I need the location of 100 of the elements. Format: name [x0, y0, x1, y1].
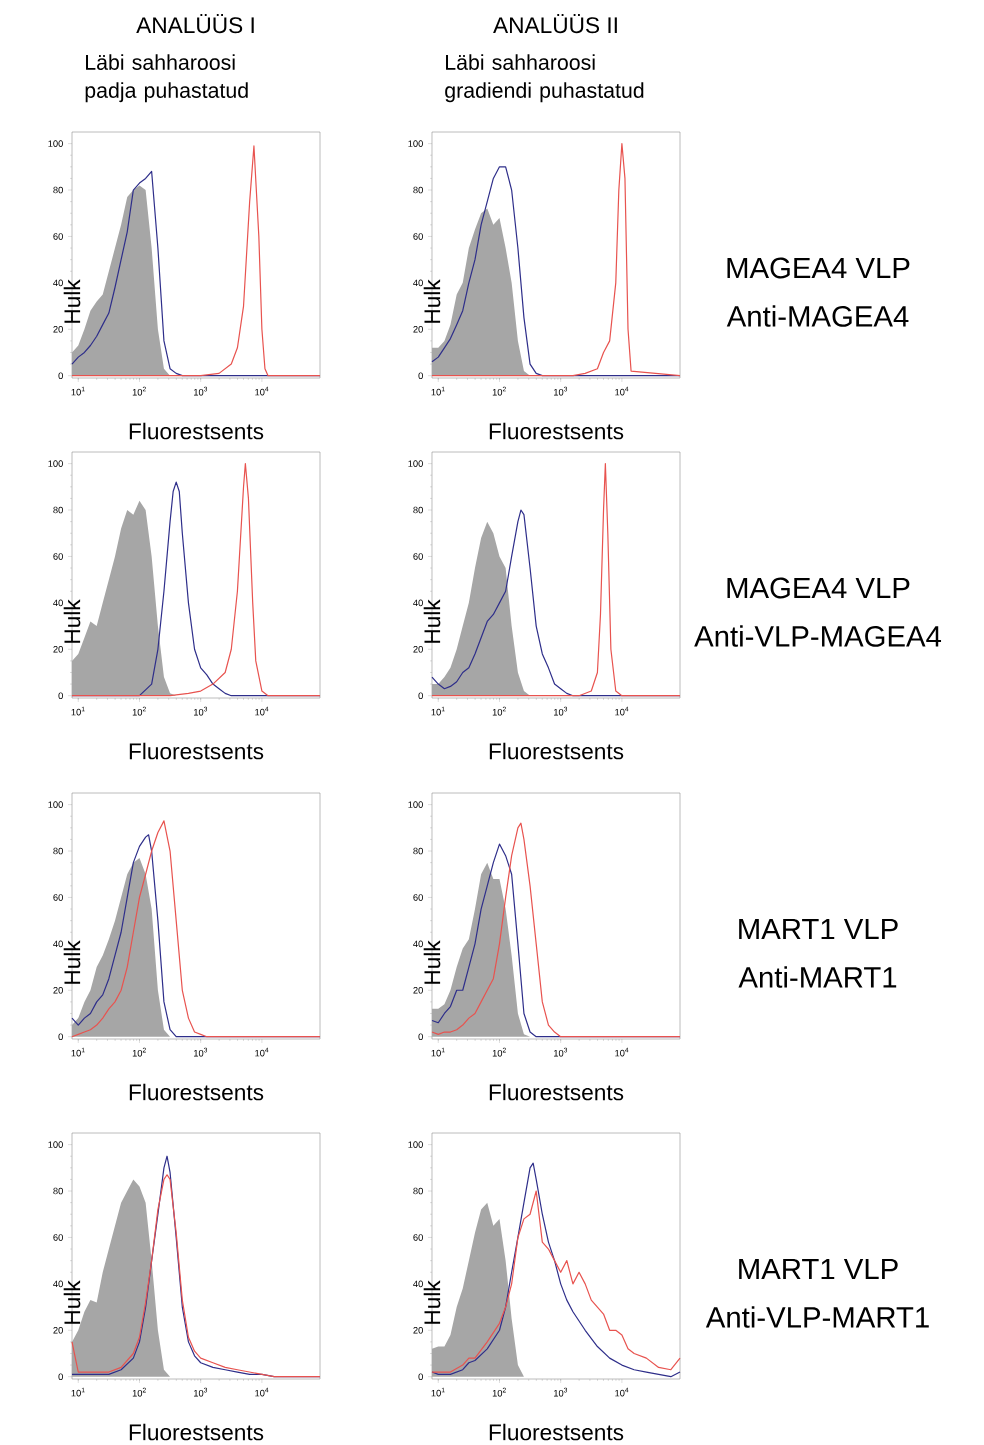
y-axis-title: Hulk	[63, 1280, 81, 1324]
y-axis-title: Hulk	[63, 599, 81, 643]
y-tick-label: 40	[53, 599, 63, 607]
y-tick-label: 0	[58, 692, 63, 699]
text: Anti-VLP-MAGEA4	[694, 625, 942, 647]
y-tick-label: 0	[58, 1033, 63, 1040]
y-tick-label: 80	[53, 847, 63, 855]
y-tick-label: 20	[53, 986, 63, 994]
y-tick-label: 60	[53, 894, 63, 901]
x-tick-label: 10$^{4}$	[255, 706, 269, 716]
x-tick-label: 10$^{2}$	[492, 1047, 506, 1057]
x-tick-label: 10$^{1}$	[71, 1387, 85, 1397]
y-tick-label: 40	[413, 1280, 423, 1288]
y-tick-label: 60	[413, 894, 423, 901]
y-tick-label: 80	[413, 1187, 423, 1195]
y-tick-label: 60	[53, 1234, 63, 1241]
y-tick-label: 0	[418, 692, 423, 699]
x-tick-label: 10$^{3}$	[194, 706, 208, 716]
y-tick-label: 80	[53, 1187, 63, 1195]
x-tick-label: 10$^{3}$	[554, 386, 568, 396]
x-axis-title: Fluorestsents	[489, 1083, 624, 1101]
x-axis-title: Fluorestsents	[129, 1423, 264, 1441]
y-tick-label: 0	[418, 372, 423, 379]
y-axis-title: Hulk	[423, 599, 441, 643]
x-axis-title: Fluorestsents	[129, 422, 264, 440]
y-tick-label: 60	[413, 553, 423, 560]
chart-title: ANALÜÜS I	[136, 14, 254, 34]
y-tick-label: 60	[413, 233, 423, 240]
x-tick-label: 10$^{2}$	[132, 1387, 146, 1397]
y-tick-label: 80	[413, 506, 423, 514]
y-tick-label: 40	[413, 599, 423, 607]
x-tick-label: 10$^{2}$	[492, 386, 506, 396]
x-tick-label: 10$^{2}$	[492, 1387, 506, 1397]
y-tick-label: 40	[53, 279, 63, 287]
y-tick-label: 20	[53, 325, 63, 333]
x-tick-label: 10$^{1}$	[431, 386, 445, 396]
x-tick-label: 10$^{4}$	[255, 386, 269, 396]
x-tick-label: 10$^{2}$	[132, 1047, 146, 1057]
y-tick-label: 60	[413, 1234, 423, 1241]
x-tick-label: 10$^{1}$	[71, 1047, 85, 1057]
x-tick-label: 10$^{1}$	[431, 1047, 445, 1057]
y-tick-label: 80	[53, 186, 63, 194]
y-tick-label: 40	[53, 940, 63, 948]
y-tick-label: 60	[53, 553, 63, 560]
text: Anti-MART1	[738, 966, 897, 988]
y-tick-label: 100	[48, 801, 63, 808]
x-tick-label: 10$^{1}$	[71, 386, 85, 396]
x-tick-label: 10$^{1}$	[71, 706, 85, 716]
x-tick-label: 10$^{4}$	[255, 1387, 269, 1397]
y-axis-title: Hulk	[423, 1280, 441, 1324]
x-tick-label: 10$^{4}$	[615, 1047, 629, 1057]
x-tick-label: 10$^{3}$	[554, 1387, 568, 1397]
text: Anti-VLP-MART1	[705, 1306, 929, 1328]
text: MAGEA4 VLP	[727, 257, 910, 279]
y-axis-title: Hulk	[423, 940, 441, 984]
x-axis-title: Fluorestsents	[489, 742, 624, 760]
x-tick-label: 10$^{4}$	[615, 386, 629, 396]
x-axis-title: Fluorestsents	[489, 1423, 624, 1441]
y-tick-label: 80	[413, 186, 423, 194]
y-tick-label: 80	[53, 506, 63, 514]
x-axis-title: Fluorestsents	[129, 1083, 264, 1101]
x-axis-title: Fluorestsents	[489, 422, 624, 440]
x-tick-label: 10$^{4}$	[615, 706, 629, 716]
x-tick-label: 10$^{3}$	[194, 1047, 208, 1057]
y-axis-title: Hulk	[63, 940, 81, 984]
y-tick-label: 20	[53, 645, 63, 653]
y-axis-title: Hulk	[423, 279, 441, 323]
text: Anti-MAGEA4	[726, 305, 909, 327]
x-tick-label: 10$^{2}$	[132, 706, 146, 716]
x-tick-label: 10$^{4}$	[615, 1387, 629, 1397]
y-tick-label: 20	[413, 986, 423, 994]
y-tick-label: 40	[413, 940, 423, 948]
x-tick-label: 10$^{3}$	[194, 386, 208, 396]
x-tick-label: 10$^{1}$	[431, 706, 445, 716]
y-tick-label: 0	[418, 1033, 423, 1040]
x-tick-label: 10$^{3}$	[194, 1387, 208, 1397]
text: MAGEA4 VLP	[727, 577, 910, 599]
y-tick-label: 40	[53, 1280, 63, 1288]
y-tick-label: 100	[408, 1141, 423, 1148]
x-tick-label: 10$^{2}$	[132, 386, 146, 396]
y-tick-label: 0	[418, 1373, 423, 1380]
y-tick-label: 100	[408, 140, 423, 147]
y-tick-label: 60	[53, 233, 63, 240]
y-tick-label: 100	[408, 460, 423, 467]
x-tick-label: 10$^{1}$	[431, 1387, 445, 1397]
y-tick-label: 20	[53, 1326, 63, 1334]
text: MART1 VLP	[739, 918, 898, 940]
y-tick-label: 20	[413, 1326, 423, 1334]
y-tick-label: 40	[413, 279, 423, 287]
y-tick-label: 100	[48, 140, 63, 147]
x-tick-label: 10$^{2}$	[492, 706, 506, 716]
y-tick-label: 100	[48, 1141, 63, 1148]
y-axis-title: Hulk	[63, 279, 81, 323]
y-tick-label: 80	[413, 847, 423, 855]
text: MART1 VLP	[739, 1258, 898, 1280]
y-tick-label: 100	[48, 460, 63, 467]
x-tick-label: 10$^{4}$	[255, 1047, 269, 1057]
x-tick-label: 10$^{3}$	[554, 706, 568, 716]
x-tick-label: 10$^{3}$	[554, 1047, 568, 1057]
y-tick-label: 0	[58, 372, 63, 379]
